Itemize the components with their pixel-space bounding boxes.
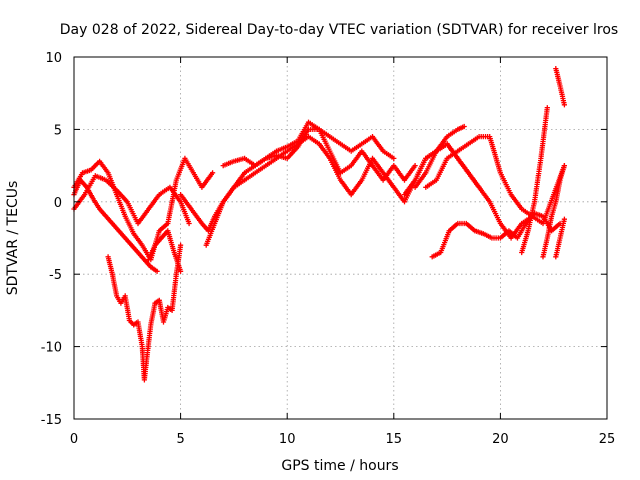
data-point [391, 155, 397, 161]
data-point [186, 220, 192, 227]
data-point [461, 123, 467, 130]
chart-title: Day 028 of 2022, Sidereal Day-to-day VTE… [60, 22, 618, 38]
data-point [561, 216, 567, 222]
y-tick-label: 5 [54, 123, 62, 138]
data-point [561, 102, 567, 108]
data-point [154, 268, 160, 274]
x-axis: 0 5 10 15 20 25 [70, 57, 615, 447]
data-point [544, 105, 550, 111]
x-tick-label: 5 [176, 432, 184, 447]
x-tick-label: 0 [70, 432, 78, 447]
y-tick-label: -10 [41, 341, 62, 356]
series-layer [71, 66, 567, 383]
series-track-5 [146, 228, 184, 274]
data-point [561, 163, 567, 169]
y-tick-label: 10 [45, 51, 62, 66]
series-track-15 [553, 216, 567, 260]
series-track-13 [519, 105, 550, 256]
x-tick-label: 25 [599, 432, 616, 447]
series-track-10 [412, 123, 467, 190]
x-tick-label: 15 [386, 432, 403, 447]
plot-frame [73, 56, 608, 420]
data-point [178, 268, 184, 274]
y-axis-label: SDTVAR / TECUs [5, 181, 21, 296]
series-track-11 [423, 134, 535, 219]
y-tick-label: 0 [54, 196, 62, 211]
series-track-4 [105, 242, 184, 383]
data-point [178, 242, 184, 248]
data-point [412, 163, 418, 169]
data-point [210, 170, 216, 176]
x-axis-label: GPS time / hours [281, 458, 398, 474]
x-tick-label: 10 [279, 432, 296, 447]
y-tick-label: -15 [41, 413, 62, 428]
series-line [205, 135, 480, 246]
series-track-3 [71, 173, 192, 227]
y-tick-label: -5 [49, 268, 62, 283]
series-track-14 [540, 163, 567, 260]
y-axis: -15 -10 -5 0 5 10 [41, 51, 607, 428]
series-track-12 [429, 210, 563, 260]
series-track-8 [220, 119, 397, 169]
x-tick-label: 20 [492, 432, 509, 447]
series-track-16 [553, 66, 567, 108]
